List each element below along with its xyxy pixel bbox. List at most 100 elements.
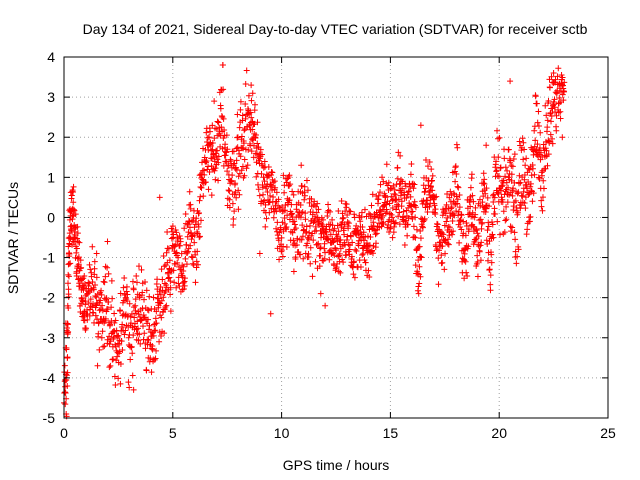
data-point [276,229,283,236]
grid [64,57,608,418]
data-point [107,362,114,369]
data-point [386,200,393,207]
data-point [442,236,449,243]
data-point [480,170,487,177]
data-point [343,237,350,244]
data-point [151,356,158,363]
data-point [495,135,502,142]
data-point [521,146,528,153]
data-point [436,247,443,254]
data-point [445,236,452,243]
data-point [293,241,300,248]
data-point [226,187,233,194]
data-point [349,239,356,246]
data-point [378,214,385,221]
data-point [75,238,82,245]
data-point [368,247,375,254]
data-point [181,282,188,289]
data-point [431,202,438,209]
data-point [542,165,549,172]
data-point [186,188,193,195]
data-point [428,166,435,173]
data-point [160,294,167,301]
data-point [112,343,119,350]
data-point [358,209,365,216]
data-point [225,187,232,194]
data-point [432,194,439,201]
data-point [398,176,405,183]
data-point [370,219,377,226]
data-point [260,164,267,171]
data-point [294,235,301,242]
data-point [123,283,130,290]
data-point [416,280,423,287]
data-point [245,92,252,99]
data-point [222,141,229,148]
data-point [297,251,304,258]
data-point [317,252,324,259]
data-point [289,188,296,195]
data-point [470,198,477,205]
data-point [418,198,425,205]
data-point [269,187,276,194]
data-point [529,165,536,172]
data-point [224,168,231,175]
data-point [151,327,158,334]
data-point [353,222,360,229]
data-point [492,164,499,171]
data-point [336,250,343,257]
data-point [95,319,102,326]
data-point [484,194,491,201]
data-point [410,223,417,230]
data-point [229,172,236,179]
data-point [312,258,319,265]
data-point [448,204,455,211]
data-point [438,252,445,259]
data-point [409,208,416,215]
data-point [159,276,166,283]
data-point [561,79,568,86]
data-point [448,205,455,212]
data-point [414,270,421,277]
data-point [343,201,350,208]
data-point [412,262,419,269]
data-point [264,189,271,196]
data-point [498,183,505,190]
data-point [352,246,359,253]
data-point [404,232,411,239]
data-point [290,268,297,275]
data-point [161,280,168,287]
data-point [189,254,196,261]
data-point [437,239,444,246]
data-point [64,320,71,327]
data-point [309,273,316,280]
data-point [485,219,492,226]
data-point [100,278,107,285]
data-point [102,273,109,280]
data-point [375,214,382,221]
data-point [547,131,554,138]
data-point [205,163,212,170]
data-point [416,243,423,250]
data-point [266,209,273,216]
data-point [403,207,410,214]
data-point [98,291,105,298]
data-point [101,279,108,286]
data-point [318,230,325,237]
data-point [561,88,568,95]
data-point [233,157,240,164]
data-point [156,194,163,201]
data-point [475,233,482,240]
data-point [102,263,109,270]
data-point [557,108,564,115]
data-point [391,223,398,230]
data-point [422,157,429,164]
data-point [278,248,285,255]
data-point [77,257,84,264]
data-point [256,250,263,257]
data-point [110,356,117,363]
data-point [283,224,290,231]
data-point [396,209,403,216]
data-point [360,237,367,244]
